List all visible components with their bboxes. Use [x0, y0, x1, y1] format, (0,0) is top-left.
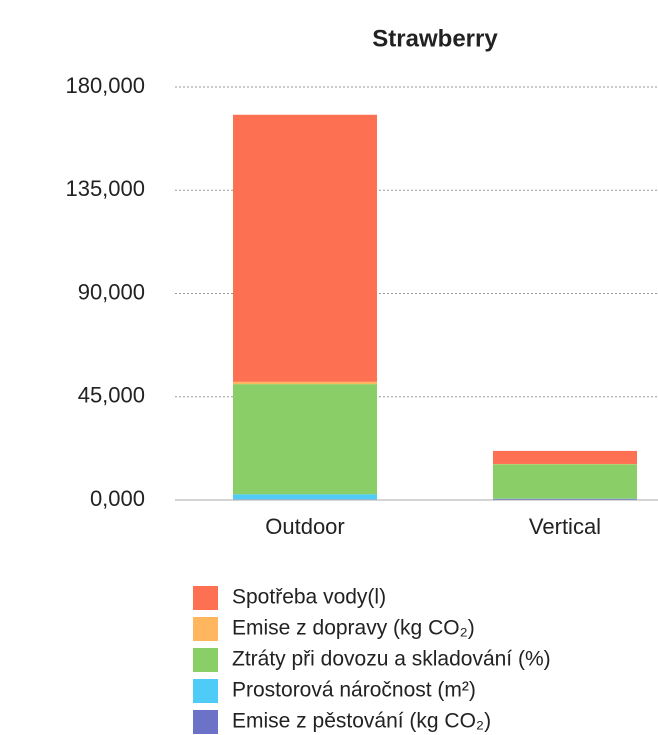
y-tick-label: 45,000: [78, 383, 145, 408]
bar-segment: [233, 494, 377, 500]
legend-swatch: [193, 710, 218, 734]
y-tick-label: 90,000: [78, 279, 145, 304]
legend-swatch: [193, 586, 218, 610]
bar-segment: [233, 114, 377, 382]
x-tick-label: Vertical: [529, 514, 601, 539]
y-tick-label: 180,000: [65, 73, 145, 98]
bar-segment: [493, 498, 637, 500]
legend-swatch: [193, 679, 218, 703]
legend-label: Emise z dopravy (kg CO₂): [232, 617, 475, 640]
y-tick-label: 0,000: [90, 486, 145, 511]
legend-label: Prostorová náročnost (m²): [232, 679, 476, 702]
legend-swatch: [193, 617, 218, 641]
bar-segment: [493, 450, 637, 464]
legend-label: Spotřeba vody(l): [232, 586, 386, 609]
legend-swatch: [193, 648, 218, 672]
legend-label: Emise z pěstování (kg CO₂): [232, 710, 491, 733]
bar-segment: [233, 384, 377, 495]
bar-segment: [493, 464, 637, 499]
chart-title: Strawberry: [372, 25, 498, 52]
y-tick-label: 135,000: [65, 176, 145, 201]
legend-label: Ztráty při dovozu a skladování (%): [232, 648, 551, 671]
x-tick-label: Outdoor: [265, 514, 345, 539]
bar-segment: [233, 381, 377, 385]
